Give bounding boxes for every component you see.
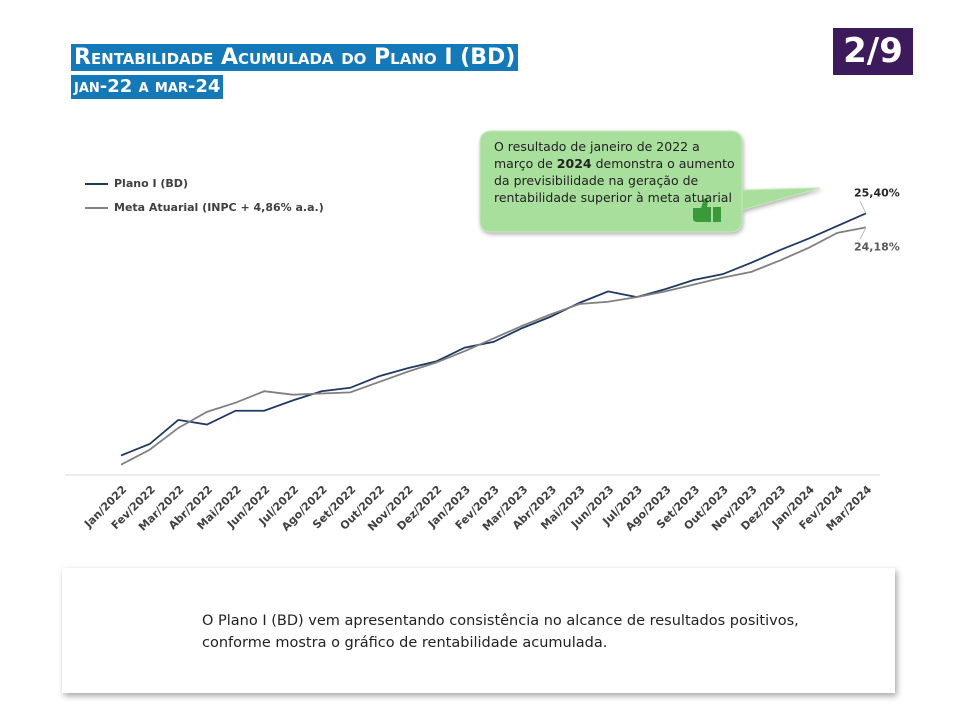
- leader-line: [859, 227, 867, 240]
- note-text: O Plano I (BD) vem apresentando consistê…: [202, 613, 799, 651]
- title: Rentabilidade Acumulada do Plano I (BD): [71, 44, 519, 71]
- callout-text-part: O resultado de janeiro de 2022 a março d…: [494, 139, 700, 171]
- page-number: 2/9: [833, 28, 913, 75]
- value-label: 25,40%: [854, 186, 900, 199]
- series-line: [120, 226, 867, 466]
- value-label: 24,18%: [854, 240, 900, 253]
- series-line: [120, 212, 867, 457]
- legend-label: Plano I (BD): [114, 177, 188, 190]
- note-card: [62, 568, 895, 693]
- callout-bubble: [479, 130, 821, 233]
- legend-label: Meta Atuarial (INPC + 4,86% a.a.): [114, 201, 324, 214]
- callout-text: O resultado de janeiro de 2022 a março d…: [494, 138, 739, 206]
- subtitle: jan-22 a mar-24: [71, 75, 224, 99]
- thumbs-up-icon: [693, 198, 721, 222]
- callout-text-part: demonstra o aumento da previsibilidade n…: [494, 156, 735, 205]
- callout-bold: 2024: [556, 156, 592, 171]
- leader-line: [859, 201, 867, 214]
